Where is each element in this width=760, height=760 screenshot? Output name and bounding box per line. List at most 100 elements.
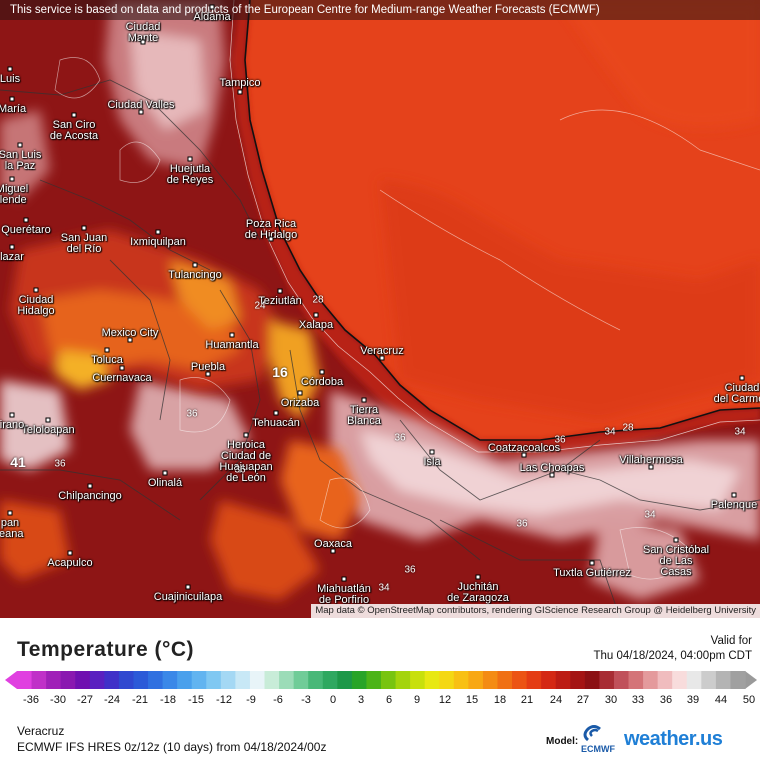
location-name: Veracruz (17, 724, 65, 738)
coastline (244, 0, 760, 441)
city-label: Palenque (710, 499, 758, 511)
city-label: Cuajinicuilapa (153, 591, 223, 603)
isotherm-label: 36 (186, 408, 198, 420)
city-label: Orizaba (280, 397, 320, 409)
city-label: Poza Rica de Hidalgo (244, 218, 298, 241)
scale-tick-label: 6 (385, 694, 393, 706)
city-marker (162, 470, 168, 476)
hot-lowlands (0, 0, 760, 600)
scale-tick-label: 3 (357, 694, 365, 706)
scale-swatch (541, 671, 557, 689)
valid-time: Thu 04/18/2024, 04:00pm CDT (593, 650, 752, 662)
city-marker (9, 412, 15, 418)
city-label: Miguel llende (0, 183, 29, 206)
ecmwf-logo[interactable]: ECMWF (580, 724, 620, 754)
city-label: Villahermosa (619, 454, 683, 466)
scale-tick-label: 27 (576, 694, 590, 706)
scale-swatch (75, 671, 91, 689)
city-label: Teloloapan (21, 424, 75, 436)
city-marker (104, 347, 110, 353)
city-marker (589, 560, 595, 566)
city-marker (313, 312, 319, 318)
city-marker (187, 156, 193, 162)
scale-swatch (148, 671, 164, 689)
city-marker (192, 262, 198, 268)
city-label: Córdoba (300, 376, 344, 388)
isotherm-label: 36 (404, 564, 416, 576)
scale-swatch (730, 671, 746, 689)
temperature-map[interactable]: This service is based on data and produc… (0, 0, 760, 618)
scale-swatch (657, 671, 673, 689)
city-label: Ciudad Hidalgo (17, 294, 55, 317)
scale-swatch (264, 671, 280, 689)
scale-tick-label: 33 (631, 694, 645, 706)
model-run: ECMWF IFS HRES 0z/12z (10 days) from 04/… (17, 740, 327, 754)
city-marker (155, 229, 161, 235)
isotherm-label: 34 (378, 582, 390, 594)
scale-tick-label: 39 (686, 694, 700, 706)
scale-swatch (337, 671, 353, 689)
map-attribution: Map data © OpenStreetMap contributors, r… (311, 604, 760, 618)
scale-swatch (584, 671, 600, 689)
scale-swatch (46, 671, 62, 689)
city-marker (205, 371, 211, 377)
city-label: Tierra Blanca (347, 404, 381, 427)
isotherm-label: 36 (394, 432, 406, 444)
scale-swatch (526, 671, 542, 689)
weather-us-logo[interactable]: weather.us (624, 728, 723, 750)
city-marker (71, 112, 77, 118)
scale-swatch (177, 671, 193, 689)
city-marker (341, 576, 347, 582)
city-label: Tampico (219, 77, 261, 89)
city-label: Xalapa (298, 319, 334, 331)
city-label: Las Choapas (519, 462, 585, 474)
scale-tick-label: 0 (329, 694, 337, 706)
scale-tick-label: -18 (160, 694, 176, 706)
scale-swatch (599, 671, 615, 689)
city-label: Tuxtla Gutiérrez (553, 567, 631, 579)
scale-swatch (235, 671, 251, 689)
scale-tick-label: -12 (216, 694, 232, 706)
city-marker (9, 176, 15, 182)
city-marker (731, 492, 737, 498)
scale-swatch (555, 671, 571, 689)
city-marker (140, 39, 146, 45)
model-label: Model: (546, 736, 579, 747)
city-label: Querétaro (1, 224, 51, 236)
scale-tick-label: 44 (714, 694, 728, 706)
scale-swatch (453, 671, 469, 689)
city-marker (319, 369, 325, 375)
city-marker (33, 287, 39, 293)
scale-tick-label: 15 (465, 694, 479, 706)
scale-swatch (17, 671, 33, 689)
isotherm-label: 36 (234, 464, 246, 476)
isotherm-label: 24 (254, 300, 266, 312)
isotherm-label: 16 (272, 364, 288, 380)
city-marker (17, 142, 23, 148)
scale-swatch (133, 671, 149, 689)
city-marker (429, 449, 435, 455)
scale-swatch (104, 671, 120, 689)
city-label: Huejutla de Reyes (166, 163, 214, 186)
scale-swatch (31, 671, 47, 689)
scale-swatch (381, 671, 397, 689)
ecmwf-icon (583, 725, 601, 742)
city-marker (268, 236, 274, 242)
scale-swatch (351, 671, 368, 689)
city-marker (185, 584, 191, 590)
scale-swatch (279, 671, 295, 689)
city-marker (45, 417, 51, 423)
city-label: Mexico City (101, 327, 159, 339)
scale-tick-label: -30 (50, 694, 66, 706)
scale-swatch (308, 671, 324, 689)
city-label: San Juan del Río (60, 232, 108, 255)
isotherm-label: 41 (10, 454, 26, 470)
isotherm-label: 36 (54, 458, 66, 470)
central-highlands (0, 230, 360, 600)
scale-swatch (118, 671, 135, 689)
scale-swatch (468, 671, 484, 689)
city-label: Oaxaca (314, 538, 352, 550)
city-marker (648, 464, 654, 470)
legend-title: Temperature (°C) (17, 638, 195, 661)
